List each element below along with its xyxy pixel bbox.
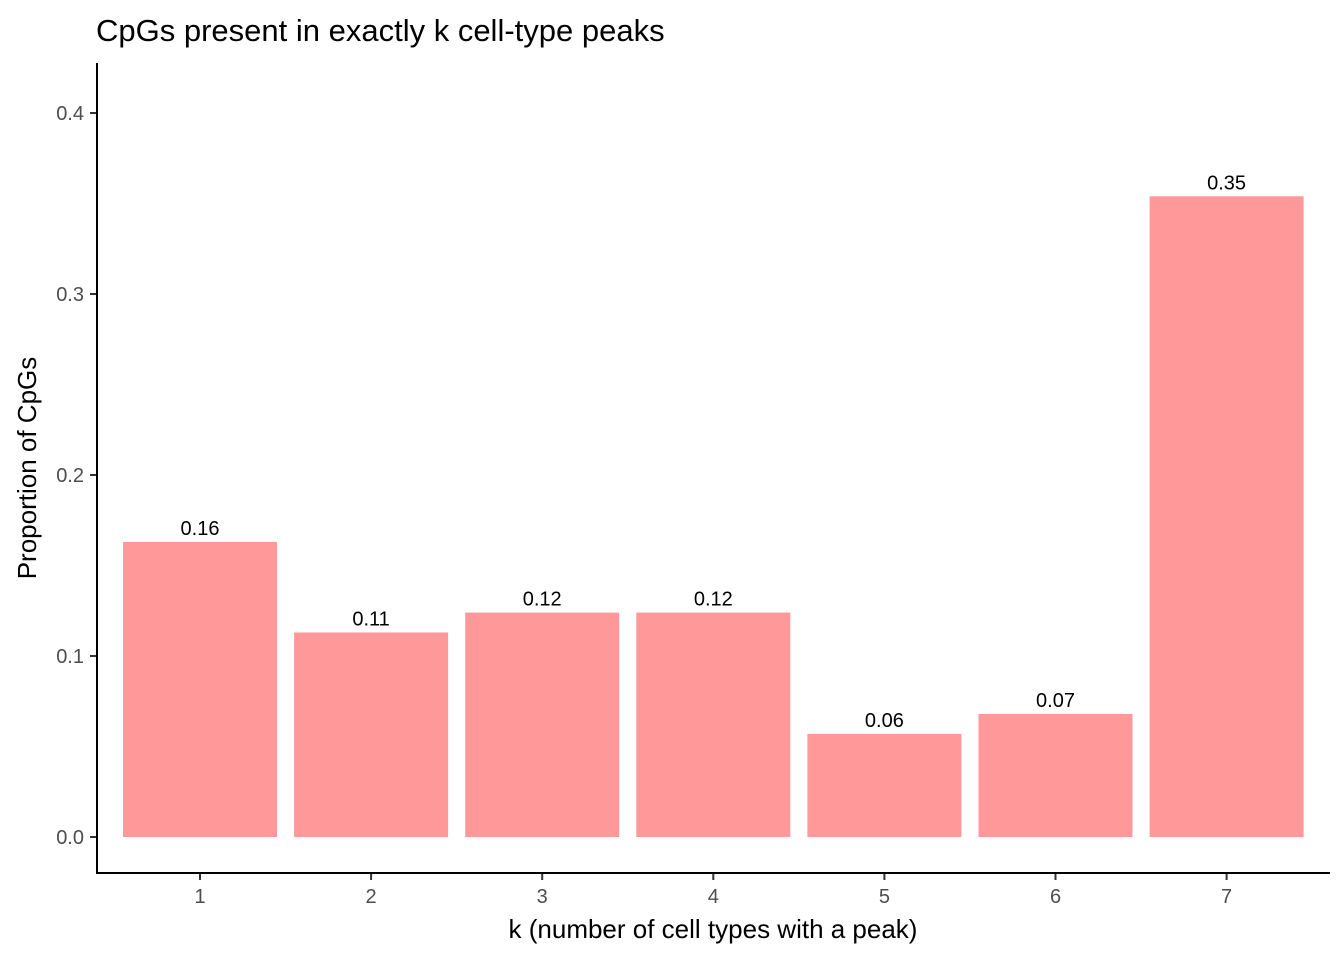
y-tick-label: 0.1 [56,646,84,668]
bar-7 [1149,196,1304,837]
data-label-4: 0.12 [694,589,733,611]
x-tick-label-1: 1 [194,886,205,908]
x-tick-label-3: 3 [537,886,548,908]
y-tick-label: 0.0 [56,827,84,849]
bar-5 [807,733,962,837]
data-label-5: 0.06 [865,710,904,732]
x-tick-label-7: 7 [1221,886,1232,908]
bar-6 [978,713,1133,837]
x-tick-label-2: 2 [366,886,377,908]
bar-2 [294,632,449,837]
x-tick-label-4: 4 [708,886,719,908]
data-label-6: 0.07 [1036,690,1075,712]
data-label-2: 0.11 [352,608,389,630]
y-tick-label: 0.2 [56,465,84,487]
data-label-3: 0.12 [523,589,562,611]
x-axis-label: k (number of cell types with a peak) [509,914,918,944]
bar-4 [636,612,791,837]
y-tick-label: 0.4 [56,103,84,125]
bar-1 [123,541,277,837]
bar-3 [465,612,620,837]
x-tick-label-5: 5 [879,886,890,908]
x-tick-label-6: 6 [1050,886,1061,908]
bars-group: 0.16 0.11 0.12 0.12 0.06 0.07 0.35 [123,172,1304,837]
y-axis-ticks: 0.0 0.1 0.2 0.3 0.4 [56,103,97,849]
x-axis-ticks: 1 2 3 4 5 6 7 [194,873,1232,908]
chart-title: CpGs present in exactly k cell-type peak… [96,13,665,48]
data-label-1: 0.16 [181,518,220,540]
data-label-7: 0.35 [1207,172,1246,194]
y-tick-label: 0.3 [56,284,84,306]
y-axis-label: Proportion of CpGs [12,357,42,580]
